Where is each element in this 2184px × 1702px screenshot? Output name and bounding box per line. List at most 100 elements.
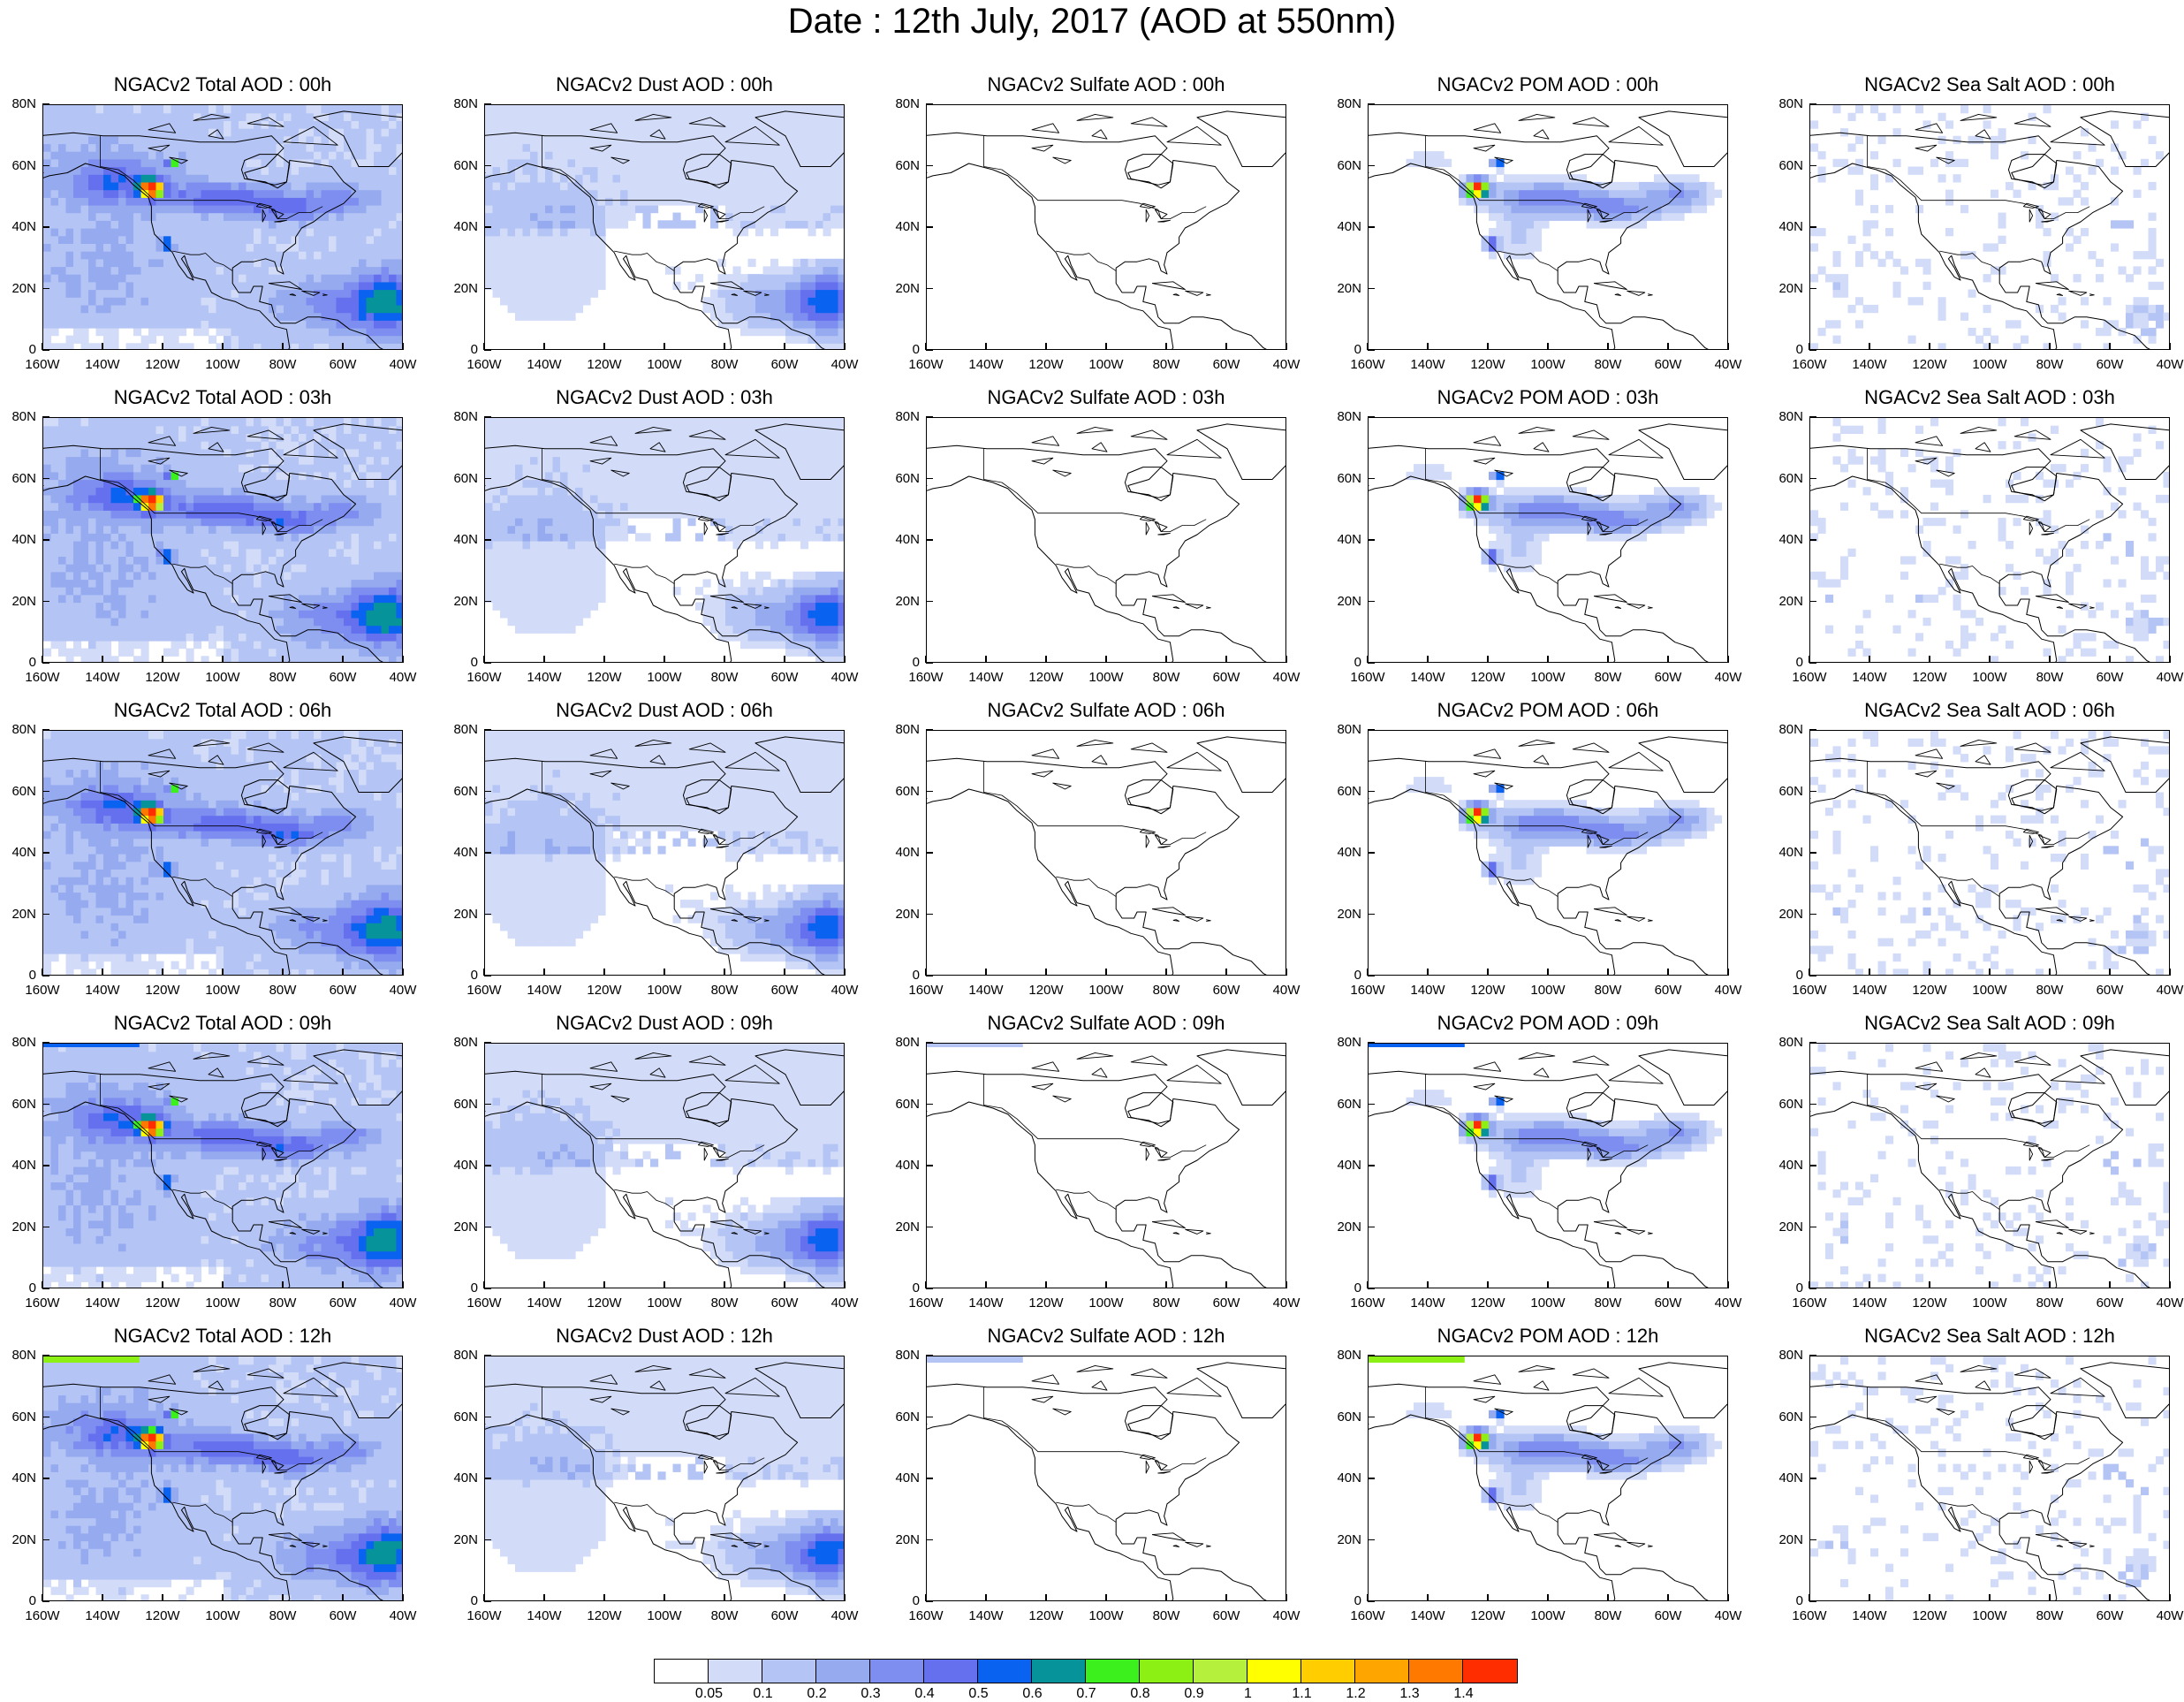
lon-label: 40W <box>1272 1295 1301 1311</box>
lon-tick <box>102 656 103 663</box>
island-coastline <box>731 1232 739 1235</box>
panel-title: NGACv2 Sea Salt AOD : 00h <box>1864 73 2115 95</box>
aod-field <box>1810 1044 2169 1288</box>
lon-label: 80W <box>269 670 297 685</box>
lat-tick <box>42 852 49 854</box>
lon-tick <box>724 1281 725 1288</box>
arctic-island-coastline <box>724 1377 780 1397</box>
lon-tick <box>784 969 785 976</box>
lat-tick <box>1368 103 1375 105</box>
country-border <box>1939 250 2000 271</box>
aod-map <box>43 1044 402 1288</box>
hudson-bay-coastline <box>1124 779 1174 815</box>
colorbar-box <box>870 1660 924 1683</box>
arctic-island-coastline <box>1608 751 1664 771</box>
island-coastline <box>1648 606 1653 609</box>
arctic-island-coastline <box>1533 1068 1550 1078</box>
lon-tick <box>2169 1281 2171 1288</box>
lon-tick <box>1285 1594 1287 1601</box>
arctic-island-coastline <box>634 426 672 434</box>
lake-outline <box>1154 1460 1168 1471</box>
island-coastline <box>1593 907 1627 916</box>
island-coastline <box>1206 293 1211 296</box>
coastline <box>927 1383 1267 1600</box>
lon-label: 120W <box>1028 983 1064 998</box>
lake-outline <box>2041 532 2054 536</box>
lake-outline <box>1596 1147 1610 1159</box>
lat-tick <box>1368 1478 1375 1479</box>
colorbar-box <box>1032 1660 1086 1683</box>
lake-outline <box>255 1454 272 1460</box>
arctic-island-coastline <box>688 117 726 127</box>
aod-map <box>43 418 402 662</box>
lon-label: 120W <box>1470 357 1505 372</box>
lat-tick <box>484 1165 491 1166</box>
lon-label: 40W <box>389 670 417 685</box>
island-coastline <box>1627 290 1646 296</box>
lon-tick <box>1165 969 1167 976</box>
lake-outline <box>2041 219 2054 223</box>
lake-outline <box>148 770 171 778</box>
lat-tick <box>926 1478 933 1479</box>
lat-tick <box>926 729 933 731</box>
arctic-island-coastline <box>1473 123 1502 133</box>
arctic-island-coastline <box>1960 426 1998 434</box>
island-coastline <box>731 1545 739 1547</box>
island-coastline <box>2068 290 2088 296</box>
colorbar-label: 0.7 <box>1076 1686 1096 1701</box>
island-coastline <box>1614 919 1622 922</box>
lon-tick <box>162 343 163 350</box>
island-coastline <box>2056 1545 2064 1547</box>
lake-outline <box>1599 532 1612 536</box>
map-frame <box>1368 730 1728 976</box>
lon-tick <box>1989 969 1991 976</box>
lake-outline <box>262 1147 267 1161</box>
arctic-island-coastline <box>1533 755 1550 765</box>
lat-tick <box>1368 1103 1375 1106</box>
lat-label: 80N <box>1778 96 1803 111</box>
lat-label: 40N <box>1778 845 1803 860</box>
greenland-coastline <box>755 1362 844 1418</box>
lon-label: 160W <box>25 670 60 685</box>
panel-title: NGACv2 Total AOD : 12h <box>113 1325 332 1347</box>
lake-outline <box>1473 457 1496 465</box>
lake-outline <box>274 532 287 536</box>
lon-label: 100W <box>647 1295 682 1311</box>
map-frame <box>1368 417 1728 663</box>
lat-tick <box>484 662 491 664</box>
lat-label: 80N <box>1337 722 1361 737</box>
colorbar-label: 0.05 <box>694 1686 724 1701</box>
lon-tick <box>1607 1281 1609 1288</box>
panel-title: NGACv2 Sea Salt AOD : 06h <box>1864 699 2115 721</box>
map-frame <box>926 1356 1286 1601</box>
lat-tick <box>42 729 49 731</box>
lat-label: 0 <box>1354 1280 1361 1295</box>
lon-tick <box>222 656 224 663</box>
lon-label: 120W <box>587 1295 622 1311</box>
lon-label: 160W <box>1350 1608 1385 1623</box>
lon-label: 120W <box>1470 983 1505 998</box>
arctic-island-coastline <box>589 123 618 133</box>
lon-tick <box>1225 656 1227 663</box>
lon-tick <box>1809 1594 1810 1601</box>
lat-tick <box>1809 975 1816 976</box>
lat-tick <box>42 1539 49 1541</box>
lon-tick <box>402 1594 404 1601</box>
lat-label: 40N <box>1337 1470 1361 1485</box>
lat-label: 80N <box>1337 96 1361 111</box>
lake-outline <box>270 209 284 220</box>
lat-tick <box>42 1416 49 1418</box>
figure-title: Date : 12th July, 2017 (AOD at 550nm) <box>787 2 1397 41</box>
lat-tick <box>1809 1355 1816 1356</box>
lat-label: 20N <box>453 906 478 922</box>
lon-label: 60W <box>1212 357 1240 372</box>
arctic-island-coastline <box>2013 742 2051 753</box>
lake-outline <box>1145 1460 1150 1474</box>
lat-tick <box>1809 662 1816 664</box>
lake-outline <box>1052 782 1072 790</box>
arctic-island-coastline <box>208 129 224 140</box>
arctic-island-coastline <box>2050 751 2105 771</box>
lake-outline <box>589 1395 612 1403</box>
lat-label: 60N <box>1778 157 1803 173</box>
lat-label: 40N <box>1778 532 1803 547</box>
